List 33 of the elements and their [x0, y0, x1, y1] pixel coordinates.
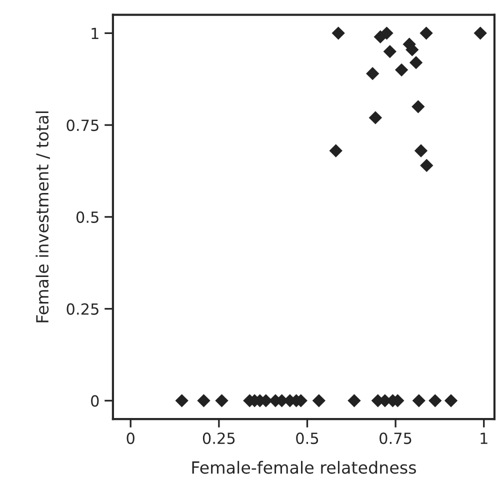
point [329, 144, 342, 158]
point [420, 26, 433, 40]
y-tick-label: 0 [91, 395, 99, 407]
point [348, 394, 361, 408]
point [412, 394, 426, 408]
point [215, 394, 228, 408]
x-axis-title: Female-female relatedness [192, 460, 416, 474]
x-tick-label: 0.25 [202, 432, 235, 444]
point [444, 394, 458, 408]
y-tick-label: 0.5 [76, 211, 98, 223]
point [394, 63, 408, 77]
point [409, 56, 423, 70]
x-tick-label: 0.75 [380, 432, 412, 444]
y-tick-label: 0.25 [66, 303, 98, 315]
point [312, 394, 326, 408]
y-axis-title: Female investment / total [36, 111, 50, 322]
point [380, 26, 394, 40]
y-tick-label: 1 [92, 28, 98, 39]
point [412, 100, 425, 114]
point [175, 394, 188, 408]
point [474, 26, 487, 40]
y-tick-label: 0.75 [66, 120, 98, 132]
point [420, 158, 434, 172]
x-tick-label: 0 [126, 432, 134, 444]
point [332, 26, 345, 40]
point [428, 394, 442, 408]
point [383, 44, 396, 58]
point [366, 67, 380, 80]
point [197, 394, 210, 408]
point [368, 111, 382, 124]
x-tick-label: 0.5 [296, 432, 318, 444]
point [414, 144, 428, 158]
x-tick-label: 1 [480, 432, 488, 444]
